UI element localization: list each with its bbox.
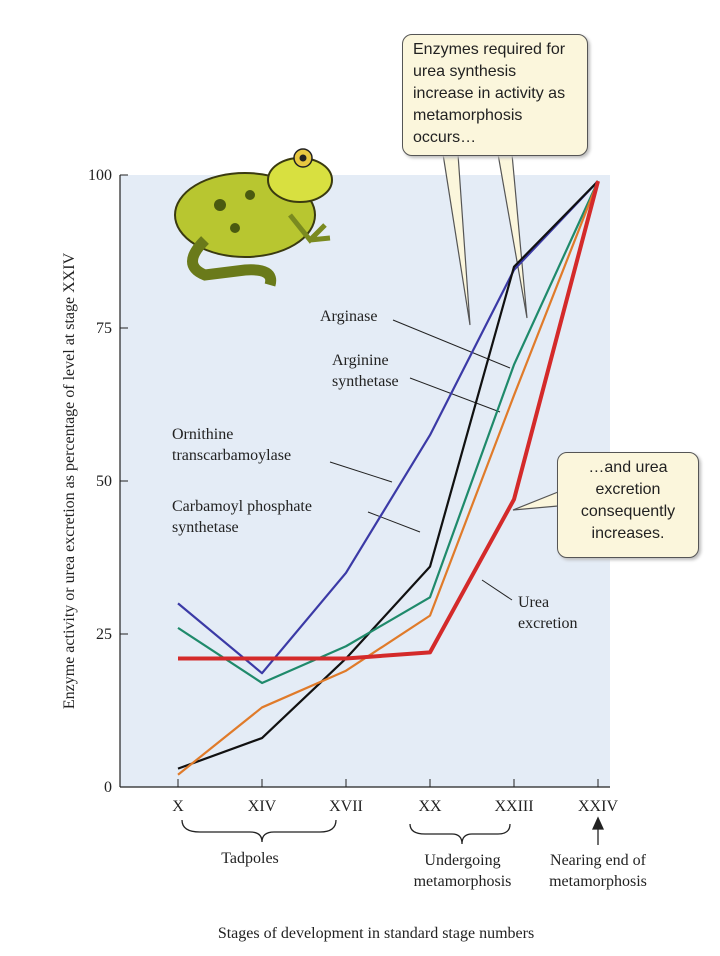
- callout: Enzymes required for urea synthesis incr…: [402, 34, 588, 156]
- callout-tails: [442, 153, 559, 511]
- annotation: Undergoing metamorphosis: [413, 852, 512, 890]
- series-label: Arginase: [320, 308, 378, 325]
- x-tick-label: X: [172, 798, 184, 815]
- x-tick-label: XXIV: [578, 798, 618, 815]
- series-line: [178, 180, 600, 661]
- frog-illustration: [174, 148, 333, 287]
- callout: …and urea excretion consequently increas…: [557, 452, 699, 558]
- y-tick-label: 0: [104, 779, 112, 796]
- x-axis-title: Stages of development in standard stage …: [218, 925, 534, 942]
- x-tick-label: XXIII: [494, 798, 533, 815]
- series-line: [177, 180, 599, 675]
- series-line: [177, 180, 599, 770]
- y-axis-title: Enzyme activity or urea excretion as per…: [61, 252, 78, 709]
- series-label: Arginine synthetase: [332, 352, 399, 390]
- x-tick-label: XX: [418, 798, 442, 815]
- brackets: [181, 816, 605, 845]
- series-label: Ornithine transcarbamoylase: [172, 426, 292, 464]
- y-tick-label: 100: [88, 167, 112, 184]
- x-tick-label: XVII: [329, 798, 363, 815]
- x-tick-label: XIV: [248, 798, 277, 815]
- annotation: Nearing end of metamorphosis: [549, 852, 647, 890]
- annotation: Tadpoles: [221, 850, 279, 867]
- y-tick-label: 50: [96, 473, 112, 490]
- y-tick-label: 75: [96, 320, 112, 337]
- series-line: [177, 180, 600, 685]
- y-tick-label: 25: [96, 626, 112, 643]
- leader-lines: [329, 319, 513, 601]
- series-label: Urea excretion: [518, 594, 578, 632]
- series-label: Carbamoyl phosphate synthetase: [172, 498, 312, 536]
- series-line: [177, 180, 600, 776]
